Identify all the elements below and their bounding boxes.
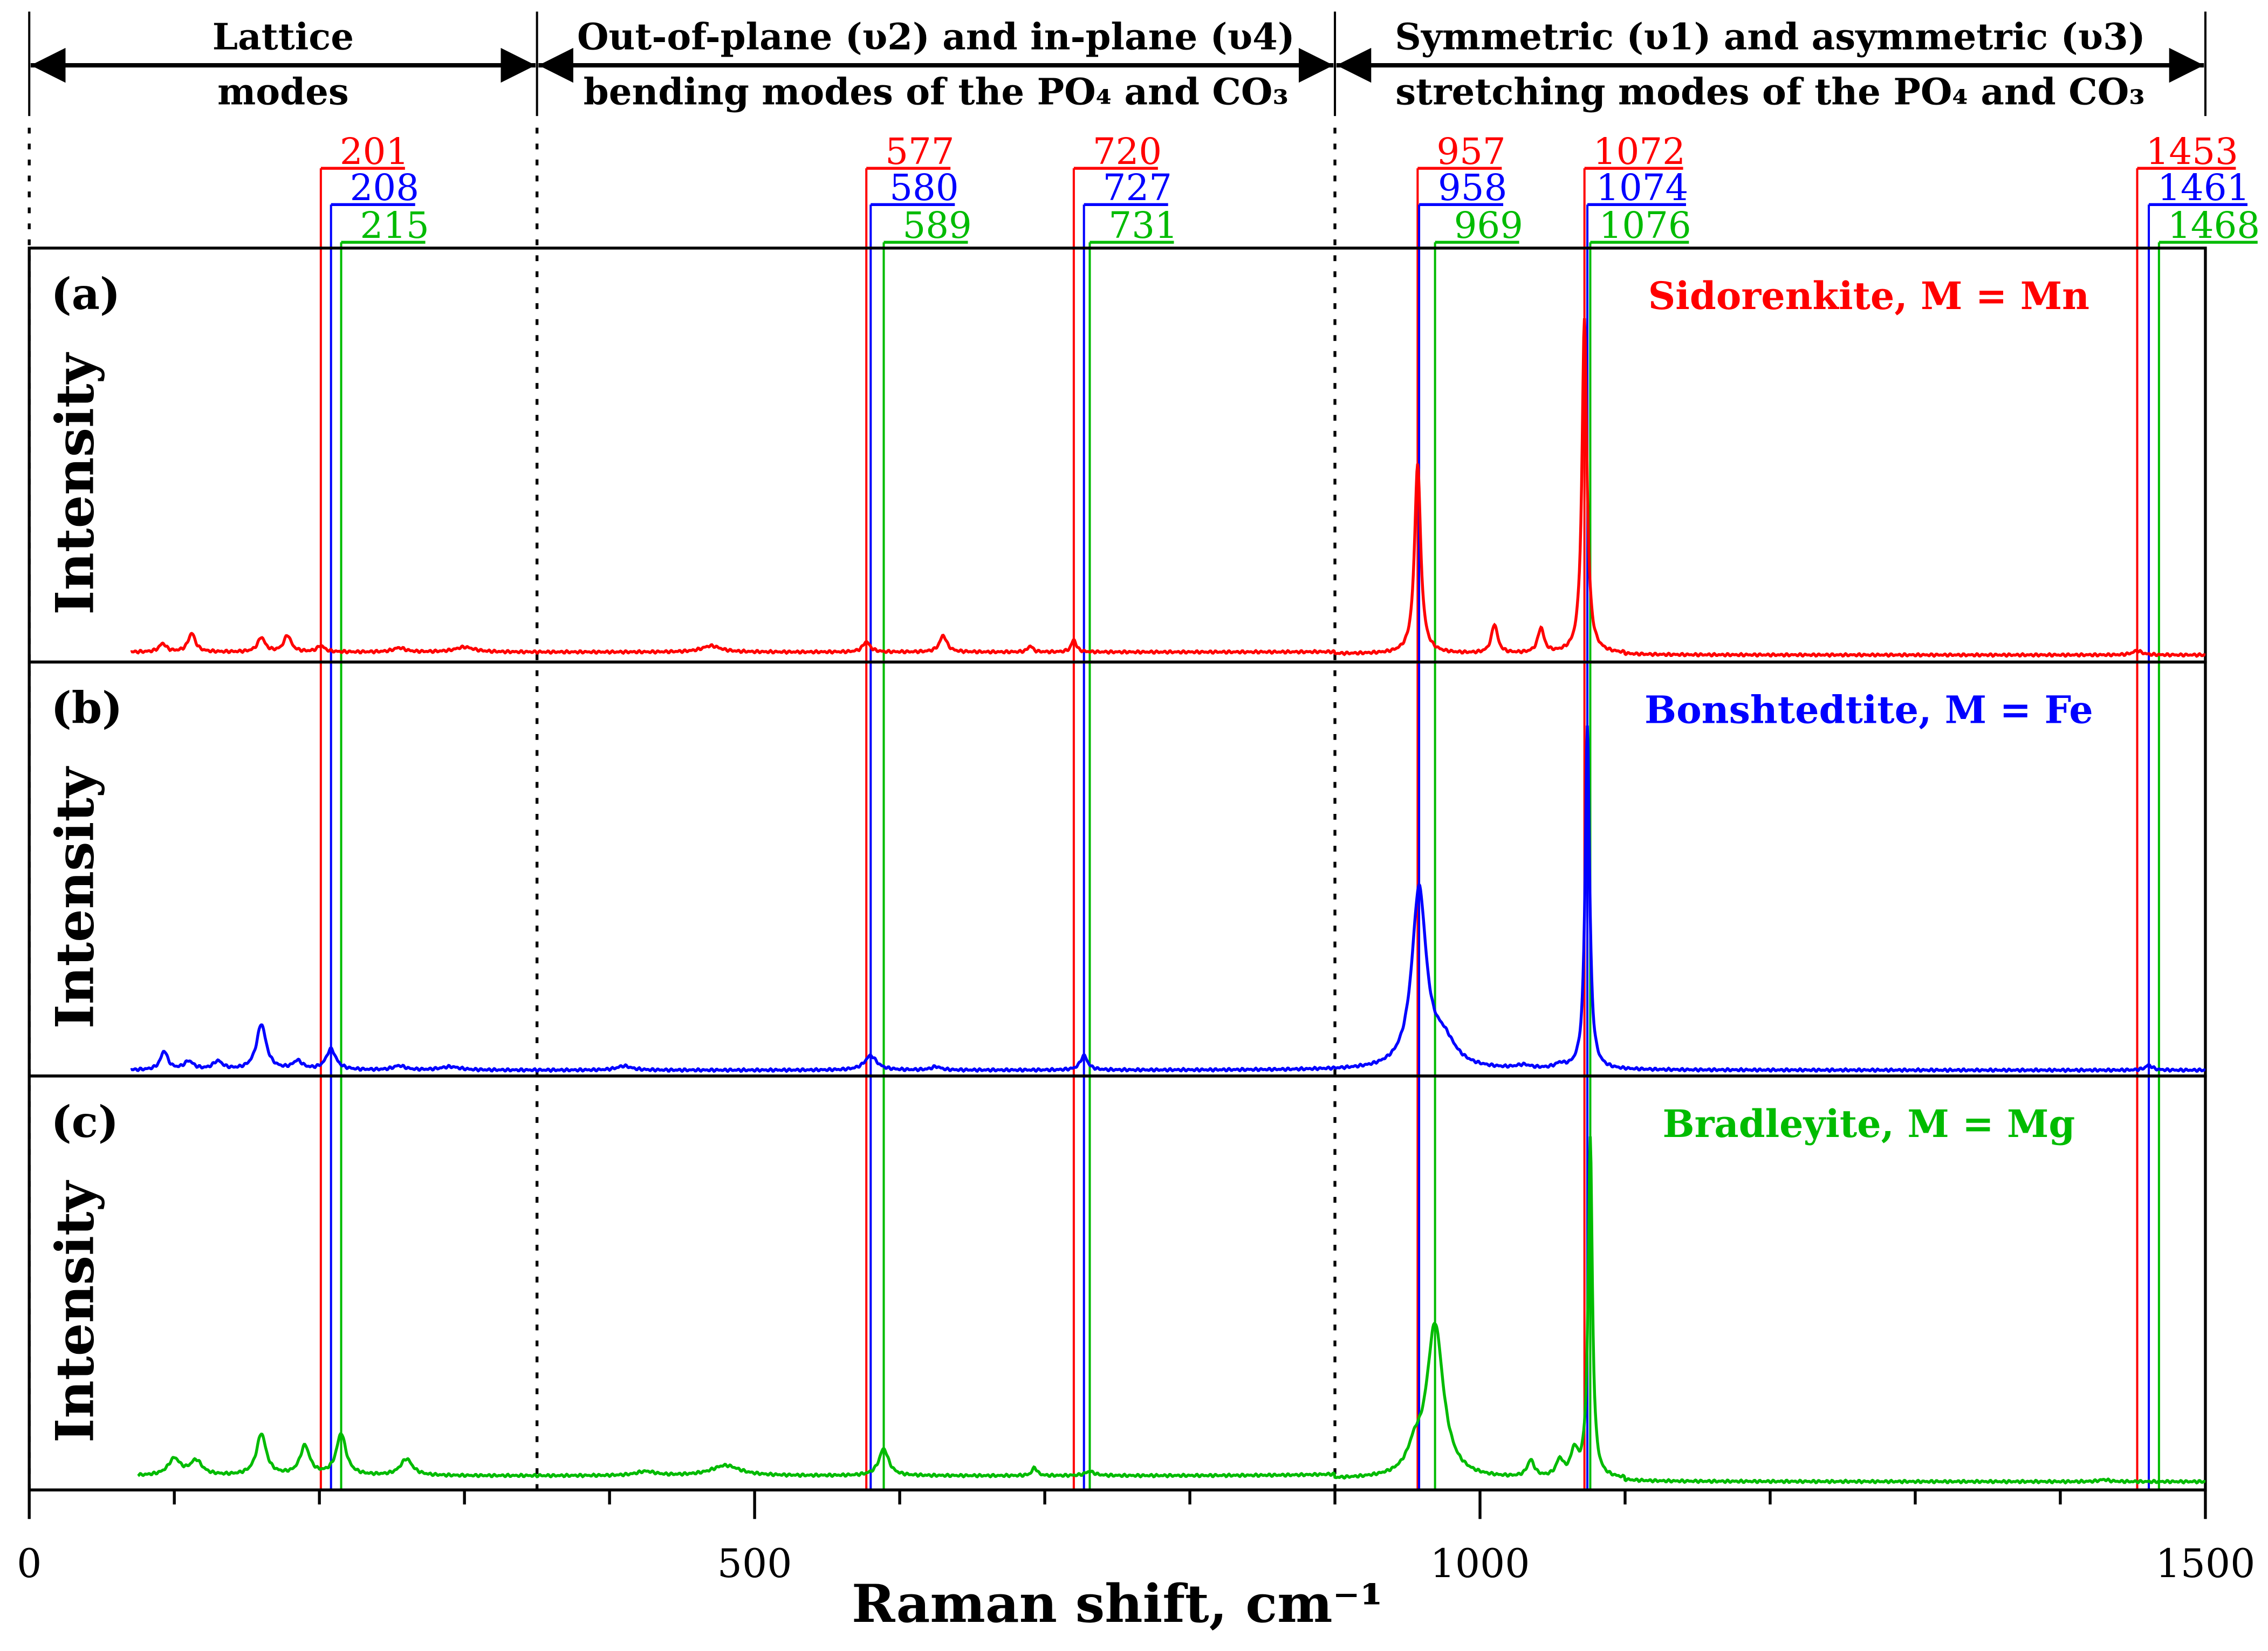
peak-label: 589 [902,204,971,246]
peak-label: 577 [885,131,954,173]
series-legend-label: Sidorenkite, M = Mn [1648,274,2089,318]
peak-label: 1468 [2168,204,2260,246]
series-legend-label: Bonshtedtite, M = Fe [1645,688,2093,732]
peak-label: 958 [1438,167,1507,209]
peak-label: 201 [340,131,409,173]
x-tick-label: 500 [717,1542,792,1587]
panel-label: (a) [51,269,121,320]
region-label-line1: Lattice [213,15,354,58]
y-axis-label: Intensity [44,352,106,614]
peak-label: 1461 [2157,167,2250,209]
peak-label: 727 [1103,167,1172,209]
panel-label: (b) [51,682,123,734]
peak-label: 969 [1454,204,1523,246]
peak-label: 1076 [1599,204,1691,246]
peak-label: 1072 [1593,131,1685,173]
peak-markers: 201 577 720 957 1072 1453 208 580 727 958 1074 1461… [319,131,2260,1490]
x-tick-label: 0 [17,1542,42,1587]
peak-label: 1074 [1596,167,1688,209]
peak-label: 731 [1108,204,1177,246]
peak-label: 720 [1093,131,1162,173]
y-axis-label: Intensity [44,1180,106,1442]
series-legend-label: Bradleyite, M = Mg [1662,1102,2075,1146]
region-label-line1: Out-of-plane (υ2) and in-plane (υ4) [577,15,1295,58]
spectra-panels: (a) Sidorenkite, M = Mn Intensity (b) Bonsht… [28,246,2207,1492]
x-axis-title: Raman shift, cm⁻¹ [852,1573,1383,1634]
peak-label: 580 [889,167,958,209]
region-annotations: Lattice modes Out-of-plane (υ2) and in-pla… [28,11,2207,1490]
peak-label: 208 [350,167,419,209]
spectrum-line [130,318,2206,658]
spectrum-line [137,1136,2206,1485]
peak-label: 1453 [2146,131,2238,173]
region-label-line1: Symmetric (υ1) and asymmetric (υ3) [1395,15,2145,58]
x-tick-label: 1500 [2156,1542,2256,1587]
peak-label: 957 [1436,131,1505,173]
region-label-line2: stretching modes of the PO₄ and CO₃ [1395,71,2145,113]
peak-label: 215 [360,204,429,246]
x-axis: 0 500 1000 1500 [17,1488,2256,1587]
y-axis-label: Intensity [44,766,106,1029]
panel-label: (c) [51,1097,119,1148]
spectrum-line [130,725,2206,1073]
region-label-line2: bending modes of the PO₄ and CO₃ [584,71,1289,113]
region-label-line2: modes [217,71,349,113]
x-tick-label: 1000 [1430,1542,1530,1587]
